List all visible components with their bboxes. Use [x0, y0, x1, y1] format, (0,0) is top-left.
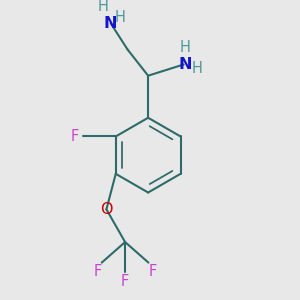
Text: N: N — [104, 16, 118, 31]
Text: H: H — [180, 40, 191, 55]
Text: F: F — [71, 129, 79, 144]
Text: H: H — [115, 10, 125, 25]
Text: O: O — [100, 202, 113, 217]
Text: H: H — [98, 0, 109, 14]
Text: F: F — [121, 274, 129, 289]
Text: H: H — [191, 61, 202, 76]
Text: N: N — [179, 57, 192, 72]
Text: F: F — [94, 265, 102, 280]
Text: F: F — [148, 265, 157, 280]
